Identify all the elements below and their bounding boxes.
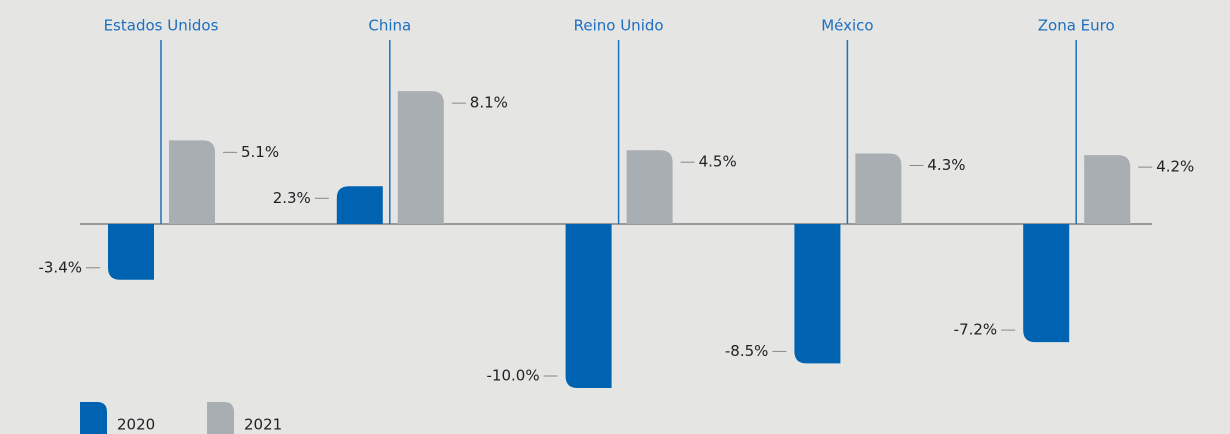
- legend-swatch: [80, 402, 107, 434]
- bar: [794, 224, 841, 364]
- bar: [626, 150, 673, 224]
- category-label: Reino Unido: [574, 17, 664, 35]
- category-label: China: [368, 17, 411, 35]
- value-label: -8.5%: [725, 342, 769, 360]
- legend-label: 2020: [117, 416, 155, 434]
- legend-label: 2021: [244, 416, 282, 434]
- bar: [169, 140, 215, 224]
- bar: [1084, 155, 1131, 224]
- bar: [397, 91, 444, 224]
- bar: [336, 186, 383, 224]
- bar: [1023, 224, 1070, 343]
- value-label: -7.2%: [954, 321, 998, 339]
- value-label: 5.1%: [241, 143, 279, 161]
- bar: [855, 153, 902, 224]
- legend-swatch: [207, 402, 234, 434]
- value-label: -3.4%: [38, 258, 82, 276]
- value-label: -10.0%: [487, 367, 540, 385]
- value-label: 4.5%: [699, 153, 737, 171]
- bar: [108, 224, 154, 280]
- value-label: 8.1%: [470, 94, 508, 112]
- bar: [565, 224, 612, 388]
- category-label: Zona Euro: [1038, 17, 1115, 35]
- value-label: 2.3%: [273, 189, 311, 207]
- value-label: 4.2%: [1156, 158, 1194, 176]
- category-label: Estados Unidos: [104, 17, 219, 35]
- value-label: 4.3%: [927, 156, 965, 174]
- category-label: México: [821, 17, 873, 35]
